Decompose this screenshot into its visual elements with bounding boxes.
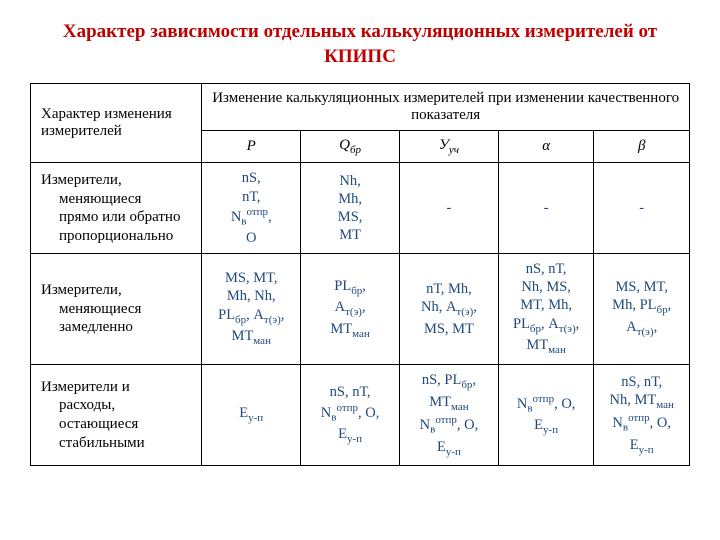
cell-r3-c4: Nвотпр, O,Еу-п <box>498 364 594 465</box>
cell-r3-c5: nS, nТ,Nh, MTманNвотпр, O,Еу-п <box>594 364 690 465</box>
col-P: Р <box>202 131 301 163</box>
page-title: Характер зависимости отдельных калькуляц… <box>30 20 690 69</box>
row2-label: Измерители, меняющиеся замедленно <box>31 254 202 365</box>
col-alpha: α <box>498 131 594 163</box>
header-left: Характер изменения измерителей <box>31 84 202 163</box>
table-row: Измерители, меняющиеся замедленно MS, MT… <box>31 254 690 365</box>
cell-r1-c1: nS,nТ,Nвотпр,O <box>202 163 301 254</box>
cell-r2-c4: nS, nТ,Nh, MS,MT, Mh,PLбр, Ат(э),MTман <box>498 254 594 365</box>
cell-r3-c1: Еу-п <box>202 364 301 465</box>
cell-r2-c5: MS, MT,Mh, PLбр,Ат(э), <box>594 254 690 365</box>
cell-r1-c4: - <box>498 163 594 254</box>
cell-r3-c2: nS, nТ,Nвотпр, O,Еу-п <box>301 364 400 465</box>
col-beta: β <box>594 131 690 163</box>
col-Uuch: Ууч <box>400 131 499 163</box>
cell-r1-c5: - <box>594 163 690 254</box>
cell-r1-c2: Nh,Mh,MS,MT <box>301 163 400 254</box>
cell-r3-c3: nS, PLбр,MTманNвотпр, O,Еу-п <box>400 364 499 465</box>
cell-r1-c3: - <box>400 163 499 254</box>
main-table: Характер изменения измерителей Изменение… <box>30 83 690 466</box>
cell-r2-c1: MS, MT,Mh, Nh,PLбр, Ат(э),MTман <box>202 254 301 365</box>
cell-r2-c2: PLбр,Ат(э),MTман <box>301 254 400 365</box>
row3-label: Измерители и расходы, остающиеся стабиль… <box>31 364 202 465</box>
cell-r2-c3: nТ, Mh,Nh, Ат(э),MS, MT <box>400 254 499 365</box>
table-row: Измерители и расходы, остающиеся стабиль… <box>31 364 690 465</box>
row1-label: Измерители, меняющиеся прямо или обратно… <box>31 163 202 254</box>
table-row: Измерители, меняющиеся прямо или обратно… <box>31 163 690 254</box>
col-Qbr: Qбр <box>301 131 400 163</box>
header-top: Изменение калькуляционных измерителей пр… <box>202 84 690 131</box>
